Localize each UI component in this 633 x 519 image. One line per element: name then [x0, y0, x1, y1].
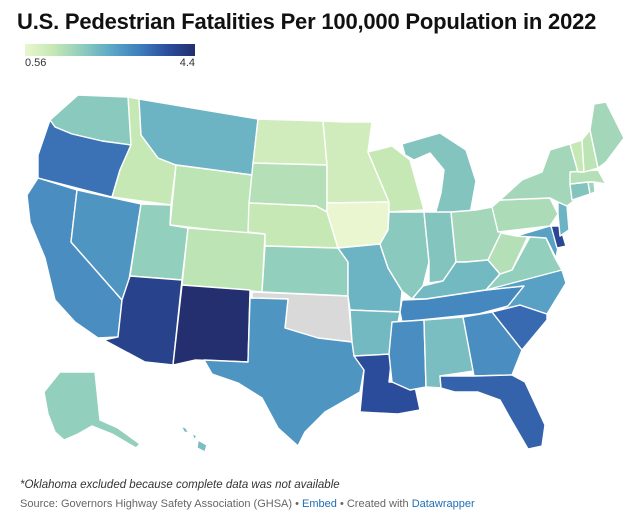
state-florida[interactable]	[439, 374, 546, 450]
state-hawaii[interactable]	[191, 432, 198, 441]
state-new-jersey[interactable]	[557, 201, 570, 237]
state-hawaii[interactable]	[196, 439, 208, 453]
state-new-york[interactable]	[499, 143, 581, 207]
datawrapper-link[interactable]: Datawrapper	[411, 498, 475, 510]
state-north-dakota[interactable]	[252, 118, 328, 166]
state-rhode-island[interactable]	[587, 181, 596, 195]
legend-min-label: 0.56	[25, 57, 47, 69]
state-wisconsin[interactable]	[367, 145, 425, 213]
state-alaska[interactable]	[43, 371, 141, 449]
state-wyoming[interactable]	[169, 164, 253, 235]
state-iowa[interactable]	[326, 201, 390, 249]
created-with-text: Created with	[346, 498, 409, 510]
state-maine[interactable]	[589, 101, 625, 169]
chart-title: U.S. Pedestrian Fatalities Per 100,000 P…	[17, 9, 597, 34]
color-legend: 0.56 4.4	[25, 44, 195, 70]
state-georgia[interactable]	[462, 311, 523, 377]
state-connecticut[interactable]	[569, 181, 591, 201]
state-mississippi[interactable]	[388, 319, 427, 391]
state-delaware[interactable]	[550, 225, 567, 249]
state-colorado[interactable]	[181, 227, 266, 293]
state-texas[interactable]	[203, 297, 365, 447]
state-massachusetts[interactable]	[569, 169, 607, 185]
state-kansas[interactable]	[261, 245, 349, 297]
footnote: *Oklahoma excluded because complete data…	[20, 479, 340, 491]
state-hawaii[interactable]	[180, 425, 190, 434]
source-text: Source: Governors Highway Safety Associa…	[20, 498, 293, 510]
source-line: Source: Governors Highway Safety Associa…	[20, 498, 475, 510]
state-new-mexico[interactable]	[172, 284, 251, 366]
legend-gradient-bar	[25, 44, 195, 56]
embed-link[interactable]: Embed	[302, 498, 337, 510]
legend-max-label: 4.4	[179, 57, 195, 69]
state-michigan[interactable]	[401, 132, 477, 216]
state-oregon[interactable]	[37, 119, 132, 198]
